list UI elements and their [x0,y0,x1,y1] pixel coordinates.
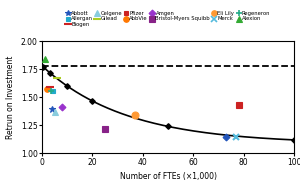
Y-axis label: Retrun on Investment: Retrun on Investment [6,56,15,139]
Legend: Abbott, Allergan, Biogen, Celgene, Gilead, Pfizer, AbbVie, Amgen, Bristol-Myers : Abbott, Allergan, Biogen, Celgene, Gilea… [65,10,271,28]
X-axis label: Number of FTEs (×1,000): Number of FTEs (×1,000) [119,172,217,181]
